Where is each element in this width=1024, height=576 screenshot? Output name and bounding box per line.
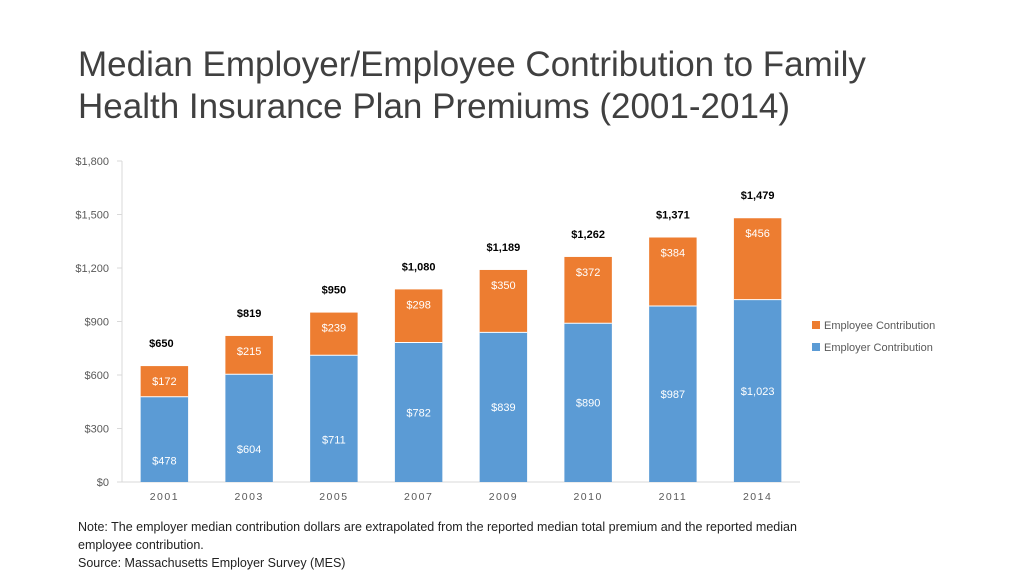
bar-employer-contribution — [564, 323, 612, 482]
y-tick-label: $1,800 — [75, 156, 109, 168]
data-label-employer: $1,023 — [741, 386, 775, 398]
y-tick-label: $300 — [85, 424, 109, 436]
data-label-total: $950 — [322, 285, 346, 297]
x-tick-label: 2014 — [743, 491, 772, 503]
data-label-employee: $456 — [745, 228, 769, 240]
data-label-employer: $782 — [406, 407, 430, 419]
bar-employee-contribution — [140, 366, 189, 397]
y-tick-label: $900 — [85, 317, 109, 329]
data-label-employer: $987 — [661, 389, 685, 401]
data-label-employer: $478 — [152, 455, 176, 467]
bar-employer-contribution — [394, 342, 443, 482]
x-tick-label: 2001 — [150, 491, 179, 503]
source-line: Source: Massachusetts Employer Survey (M… — [78, 556, 346, 570]
slide-title-line-1: Median Employer/Employee Contribution to… — [78, 45, 866, 84]
data-label-total: $819 — [237, 308, 261, 320]
legend-swatch — [812, 321, 820, 329]
data-label-total: $1,371 — [656, 210, 690, 222]
data-label-total: $650 — [149, 338, 173, 350]
data-label-employer: $890 — [576, 398, 600, 410]
footnote: Note: The employer median contribution d… — [78, 518, 958, 572]
bar-employer-contribution — [733, 299, 782, 482]
data-label-employee: $350 — [491, 280, 515, 292]
legend-label: Employee Contribution — [824, 320, 935, 332]
x-tick-label: 2011 — [659, 491, 688, 503]
bar-employer-contribution — [649, 305, 697, 482]
x-tick-label: 2003 — [234, 491, 263, 503]
data-label-employer: $839 — [491, 402, 515, 414]
bar-employee-contribution — [394, 289, 443, 343]
bar-employee-contribution — [225, 335, 273, 375]
x-tick-label: 2010 — [573, 491, 602, 503]
y-tick-label: $600 — [85, 370, 109, 382]
bar-employer-contribution — [225, 374, 273, 482]
data-label-total: $1,189 — [487, 242, 521, 254]
data-label-employee: $239 — [322, 323, 346, 335]
data-label-employee: $384 — [661, 248, 685, 260]
data-label-employee: $172 — [152, 376, 176, 388]
data-label-total: $1,479 — [741, 190, 775, 202]
x-tick-label: 2007 — [404, 491, 433, 503]
slide-title: Median Employer/Employee Contribution to… — [78, 44, 978, 128]
data-label-total: $1,262 — [571, 229, 605, 241]
bar-employer-contribution — [479, 332, 528, 482]
y-tick-label: $0 — [97, 477, 109, 489]
note-line-2: employee contribution. — [78, 538, 204, 552]
slide-title-line-2: Health Insurance Plan Premiums (2001-201… — [78, 87, 791, 126]
x-tick-label: 2009 — [489, 491, 518, 503]
data-label-employee: $298 — [406, 299, 430, 311]
data-label-employer: $711 — [322, 435, 346, 447]
legend-label: Employer Contribution — [824, 342, 933, 354]
bar-employer-contribution — [140, 396, 189, 482]
bar-employee-contribution — [479, 269, 528, 333]
legend-swatch — [812, 343, 820, 351]
data-label-employee: $215 — [237, 346, 261, 358]
data-label-employee: $372 — [576, 267, 600, 279]
y-tick-label: $1,200 — [75, 263, 109, 275]
bar-employee-contribution — [733, 218, 782, 300]
bar-employee-contribution — [649, 237, 697, 306]
data-label-employer: $604 — [237, 444, 261, 456]
y-tick-label: $1,500 — [75, 210, 109, 222]
data-label-total: $1,080 — [402, 261, 436, 273]
x-tick-label: 2005 — [319, 491, 348, 503]
bar-employer-contribution — [310, 355, 358, 482]
note-line-1: Note: The employer median contribution d… — [78, 520, 797, 534]
bar-employee-contribution — [310, 312, 358, 356]
bar-employee-contribution — [564, 256, 612, 324]
